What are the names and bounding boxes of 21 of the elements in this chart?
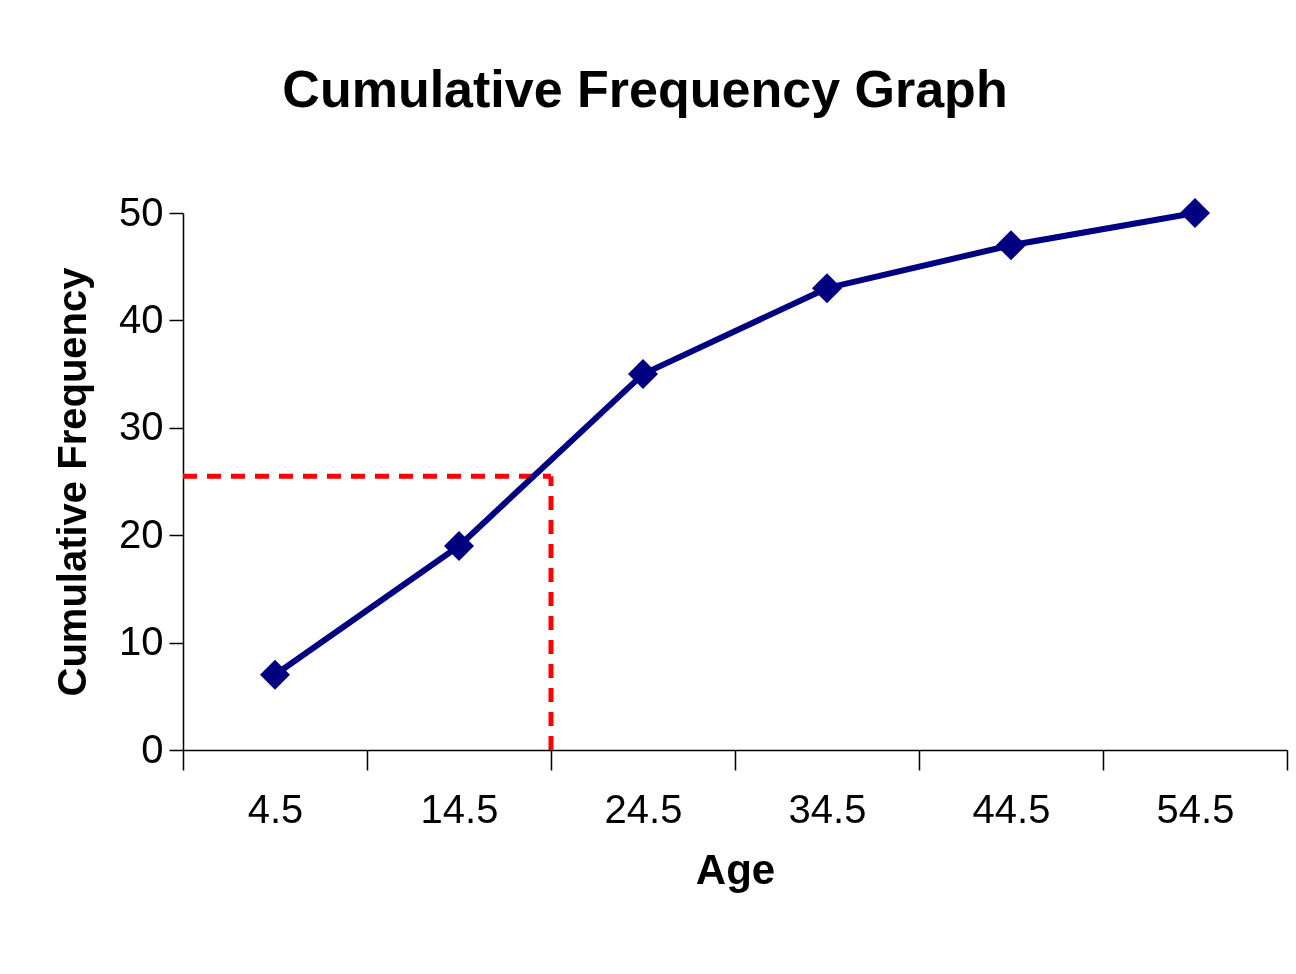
x-tick-label: 4.5 <box>247 786 304 831</box>
x-tick-label: 44.5 <box>972 786 1051 831</box>
y-tick-label: 10 <box>119 619 164 664</box>
point <box>996 230 1026 261</box>
y-tick-label: 40 <box>119 296 164 341</box>
y-tick-label: 20 <box>119 511 164 556</box>
x-tick-label: 24.5 <box>604 786 683 831</box>
x-axis-title: Age <box>695 845 776 893</box>
y-tick-label: 30 <box>119 404 164 449</box>
y-tick-label: 0 <box>141 726 164 771</box>
x-tick-label: 34.5 <box>788 786 867 831</box>
y-axis-title: Cumulative Frequency <box>50 266 95 697</box>
y-tick-label: 50 <box>119 189 164 234</box>
chart-title: Cumulative Frequency Graph <box>282 60 1008 118</box>
point <box>1180 198 1210 228</box>
x-tick-label: 14.5 <box>420 786 499 831</box>
point <box>444 530 474 561</box>
point <box>260 659 290 690</box>
x-tick-label: 54.5 <box>1156 786 1235 831</box>
point <box>812 273 842 304</box>
point <box>628 359 658 390</box>
